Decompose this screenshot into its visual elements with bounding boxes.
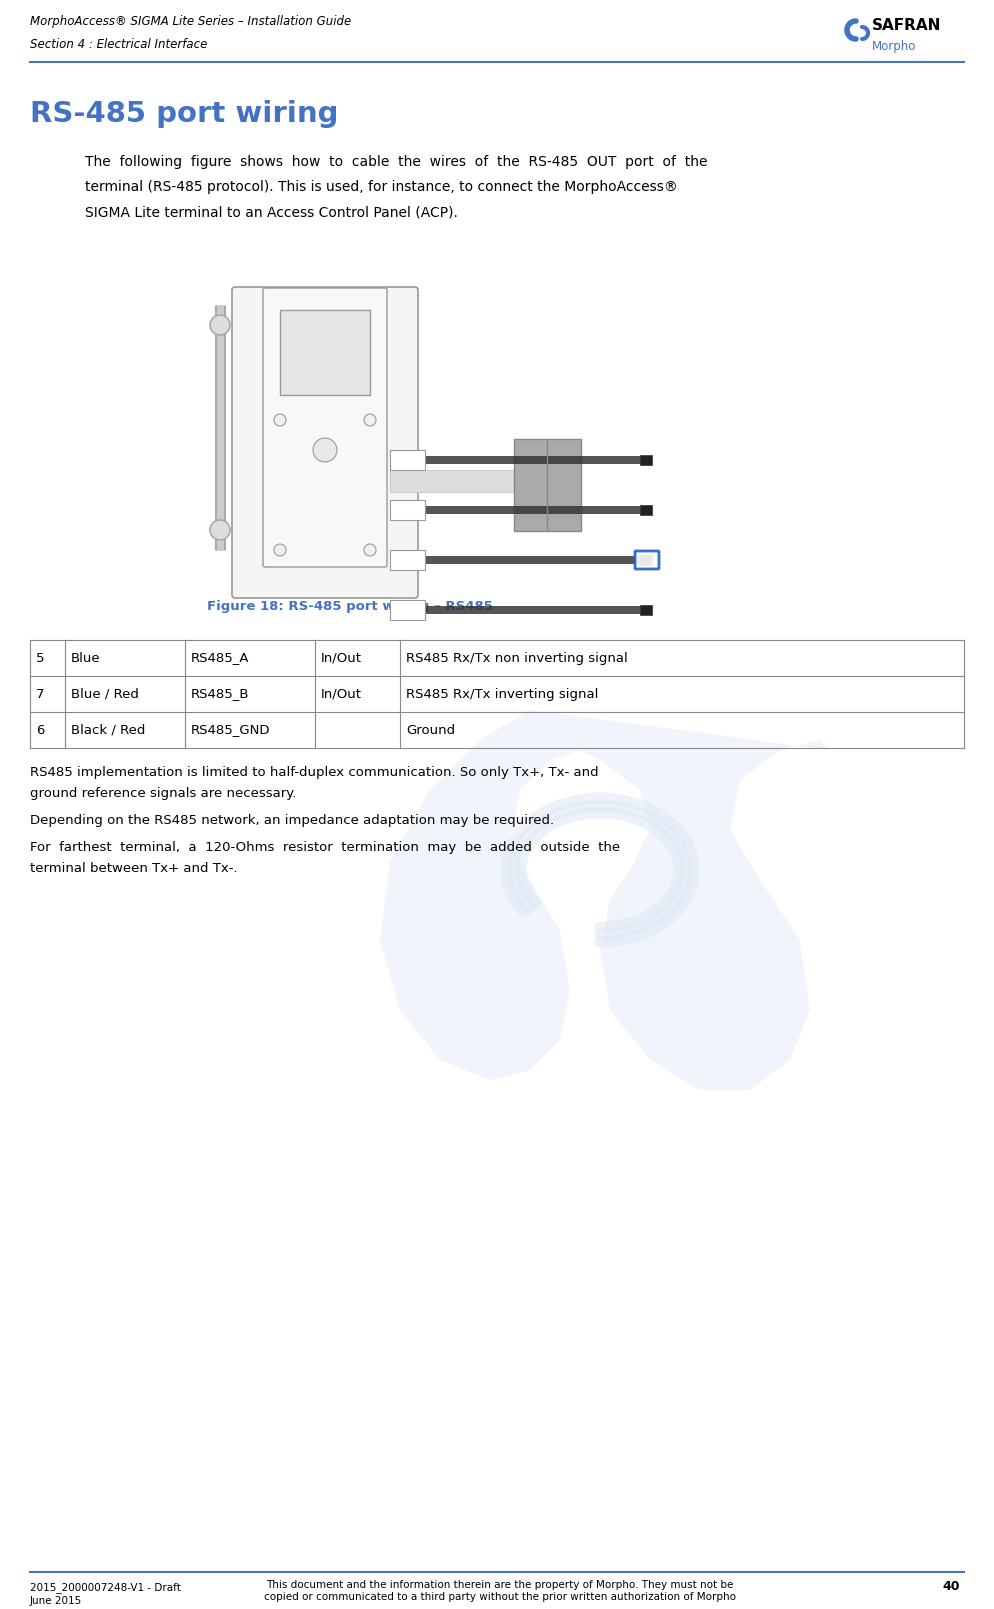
Text: In/Out: In/Out — [321, 687, 362, 700]
Bar — [390, 600, 425, 619]
Text: RS485 implementation is limited to half-duplex communication. So only Tx+, Tx- a: RS485 implementation is limited to half-… — [30, 766, 598, 779]
Text: Depending on the RS485 network, an impedance adaptation may be required.: Depending on the RS485 network, an imped… — [30, 814, 554, 827]
Text: SAFRAN: SAFRAN — [872, 18, 941, 34]
Text: SIGMA Lite terminal to an Access Control Panel (ACP).: SIGMA Lite terminal to an Access Control… — [85, 204, 458, 219]
Text: RS485 Rx/Tx inverting signal: RS485 Rx/Tx inverting signal — [406, 687, 598, 700]
Circle shape — [210, 520, 230, 541]
Text: The  following  figure  shows  how  to  cable  the  wires  of  the  RS-485  OUT : The following figure shows how to cable … — [85, 154, 708, 169]
Circle shape — [313, 438, 337, 462]
Text: Blue / Red: Blue / Red — [71, 687, 139, 700]
Circle shape — [210, 315, 230, 335]
Bar — [390, 550, 425, 570]
Bar — [390, 470, 515, 492]
Circle shape — [364, 414, 376, 426]
FancyBboxPatch shape — [263, 288, 387, 566]
Text: terminal (RS-485 protocol). This is used, for instance, to connect the MorphoAcc: terminal (RS-485 protocol). This is used… — [85, 180, 678, 195]
Text: ground reference signals are necessary.: ground reference signals are necessary. — [30, 787, 296, 800]
Text: MorphoAccess® SIGMA Lite Series – Installation Guide: MorphoAccess® SIGMA Lite Series – Instal… — [30, 14, 351, 27]
FancyBboxPatch shape — [232, 286, 418, 599]
Text: Figure 18: RS-485 port wiring – RS485: Figure 18: RS-485 port wiring – RS485 — [207, 600, 493, 613]
Text: terminal between Tx+ and Tx-.: terminal between Tx+ and Tx-. — [30, 862, 238, 875]
Text: 2015_2000007248-V1 - Draft: 2015_2000007248-V1 - Draft — [30, 1582, 181, 1593]
Text: Section 4 : Electrical Interface: Section 4 : Electrical Interface — [30, 39, 208, 51]
Text: June 2015: June 2015 — [30, 1596, 83, 1606]
PathPatch shape — [380, 710, 830, 1089]
Bar — [390, 451, 425, 470]
Text: This document and the information therein are the property of Morpho. They must : This document and the information therei… — [264, 1580, 736, 1601]
Text: For  farthest  terminal,  a  120-Ohms  resistor  termination  may  be  added  ou: For farthest terminal, a 120-Ohms resist… — [30, 842, 620, 854]
Bar — [280, 311, 370, 394]
Text: RS485_GND: RS485_GND — [191, 724, 270, 737]
Text: RS485 Rx/Tx non inverting signal: RS485 Rx/Tx non inverting signal — [406, 652, 628, 665]
Text: RS485_B: RS485_B — [191, 687, 249, 700]
Text: RS-485 port wiring: RS-485 port wiring — [30, 100, 339, 129]
Text: In/Out: In/Out — [321, 652, 362, 665]
Bar — [640, 605, 652, 615]
Circle shape — [364, 544, 376, 557]
Bar — [640, 505, 652, 515]
Text: 40: 40 — [942, 1580, 960, 1593]
Bar — [640, 455, 652, 465]
Circle shape — [274, 414, 286, 426]
Bar — [390, 500, 425, 520]
Bar — [640, 555, 652, 565]
Circle shape — [274, 544, 286, 557]
Text: Morpho: Morpho — [872, 40, 916, 53]
Text: Ground: Ground — [406, 724, 455, 737]
FancyBboxPatch shape — [514, 439, 581, 531]
Text: RS485_A: RS485_A — [191, 652, 249, 665]
Text: 5: 5 — [36, 652, 45, 665]
Text: 6: 6 — [36, 724, 45, 737]
Text: 7: 7 — [36, 687, 45, 700]
Text: Blue: Blue — [71, 652, 100, 665]
FancyBboxPatch shape — [635, 550, 659, 570]
Text: Black / Red: Black / Red — [71, 724, 145, 737]
